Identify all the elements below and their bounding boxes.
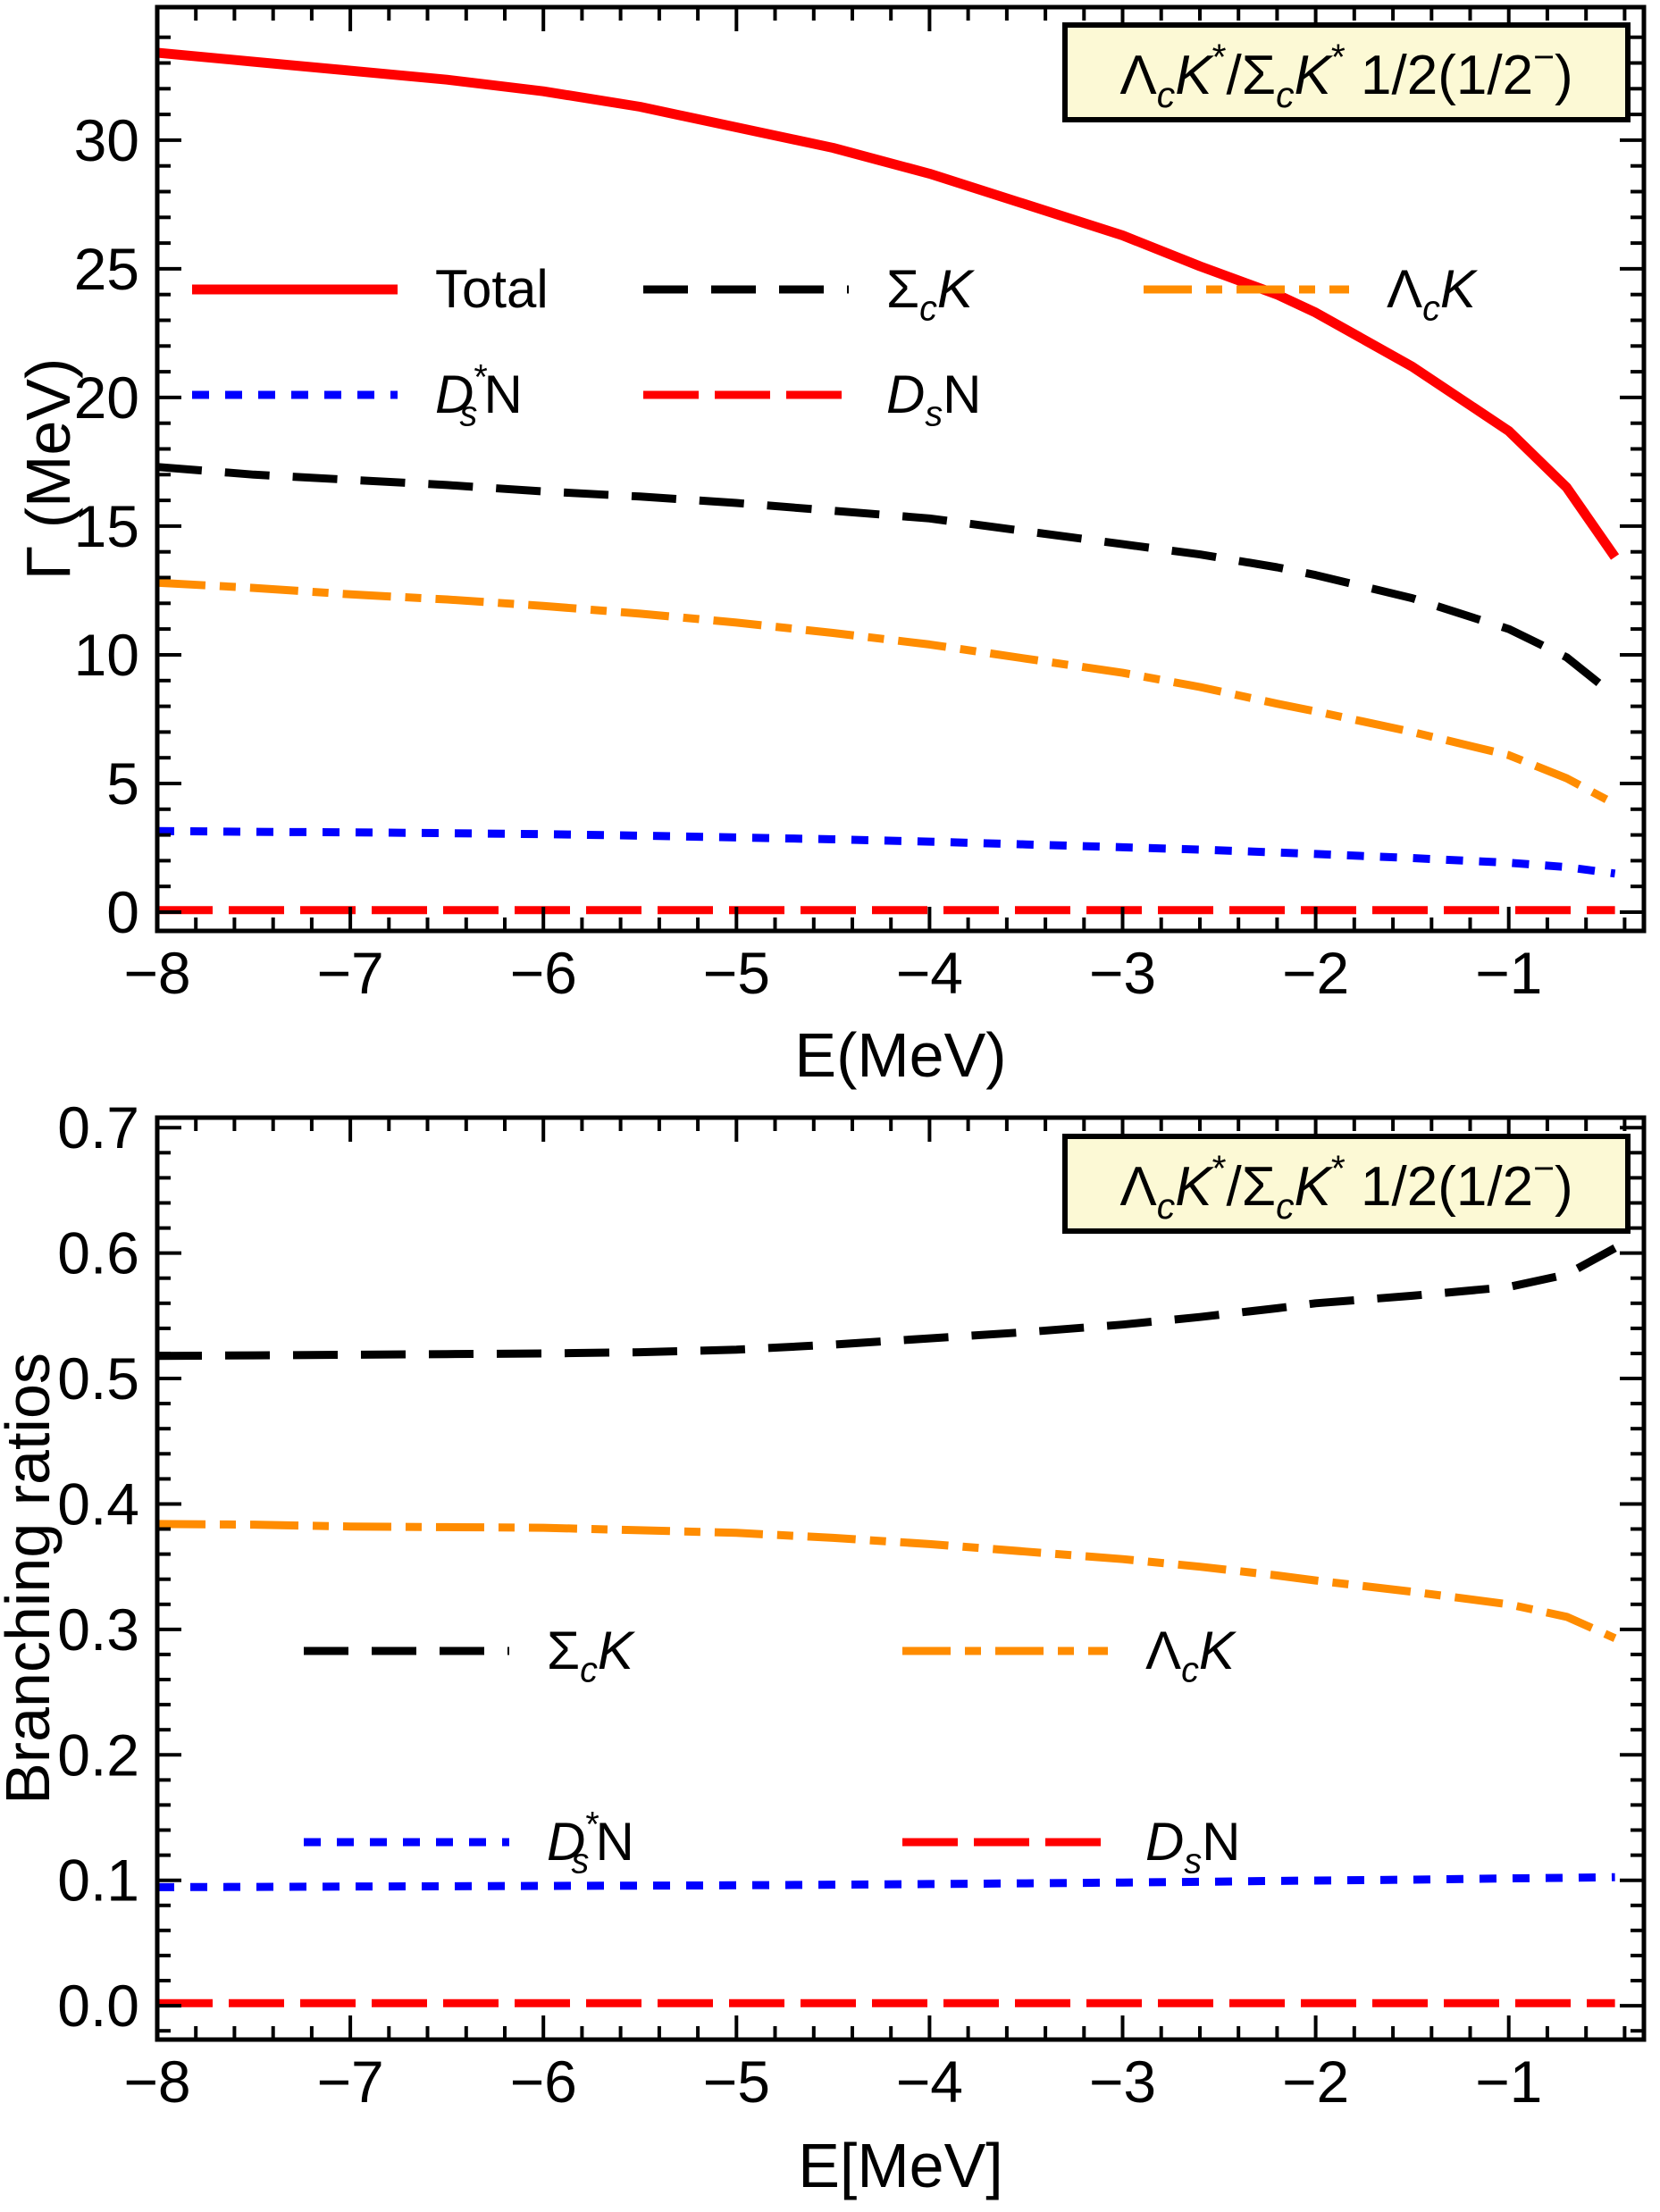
y-tick-label: 0 [106,879,139,945]
legend-label-sigma: ΣcK [547,1621,636,1689]
decay-widths-plot: −8 −7 −6 −5 −4 −3 −2 −1 0 5 10 15 20 25 30 ΛcK*/ΣcK* 1/… [74,4,1647,1006]
x-tick-label: −4 [896,2049,963,2115]
x-tick-label: −7 [316,2049,383,2115]
legend-label-ds: DsN [1145,1812,1240,1881]
legend-label-ds: DsN [886,364,981,433]
y-tick-label: 0.2 [57,1722,139,1788]
x-tick-label: −6 [510,2049,577,2115]
curve-lambda [156,578,1617,808]
y-tick-label: 0.6 [57,1220,139,1286]
y-tick-label: 0.0 [57,1973,139,2039]
legend-label-lambda: ΛcK [1145,1621,1237,1689]
x-tick-label: −6 [510,940,577,1006]
y-tick-label: 0.4 [57,1471,139,1538]
x-tick-label: −8 [123,940,190,1006]
y-tick-label: 0.7 [57,1094,139,1160]
y-tick-label: 0.3 [57,1596,139,1663]
x-tick-label: −3 [1089,2049,1156,2115]
ticks [155,1118,1644,2040]
x-tick-label: −2 [1282,940,1349,1006]
curve-sigma [156,463,1618,700]
y-tick-label: 25 [74,236,139,302]
x-tick-label: −3 [1089,940,1156,1006]
curve-total [156,47,1620,560]
legend-label-dstar: D* s N [435,358,523,434]
x-tick-label: −1 [1475,2049,1542,2115]
legend-label-dstar: D* s N [547,1806,634,1881]
plot-frame [155,1115,1647,2042]
x-tick-label: −5 [703,2049,770,2115]
top-x-axis-label: E(MeV) [794,1020,1006,1090]
x-tick-label: −7 [316,940,383,1006]
x-tick-label: −8 [123,2049,190,2115]
bottom-y-axis-label: Branching ratios [0,1353,63,1805]
curve-dstar [156,1873,1615,1891]
branching-ratios-plot: −8 −7 −6 −5 −4 −3 −2 −1 0.0 0.1 0.2 0.3 0.4 0.5 0.6 0.7… [57,1094,1647,2115]
legend-label-sigma: ΣcK [886,259,976,328]
legend-label-lambda: ΛcK [1387,259,1479,328]
curve-sigma [156,1244,1617,1361]
x-tick-label: −4 [896,940,963,1006]
y-tick-label: 5 [106,750,139,817]
bottom-x-axis-label: E[MeV] [798,2131,1003,2200]
title-box [1062,22,1631,122]
curve-lambda [156,1520,1617,1642]
y-tick-label: 30 [74,107,139,173]
y-tick-label: 20 [74,364,139,431]
title-text: ΛcK*/ΣcK* 1/2(1/2−) [1119,37,1572,115]
plot-frame [155,4,1647,934]
y-tick-label: 0.5 [57,1345,139,1412]
title-box [1062,1134,1631,1234]
top-y-axis-label: Γ (MeV) [13,358,83,581]
x-tick-label: −1 [1475,940,1542,1006]
legend-label-total: Total [435,259,549,319]
title-text: ΛcK*/ΣcK* 1/2(1/2−) [1119,1148,1572,1227]
y-tick-label: 10 [74,622,139,688]
x-tick-label: −2 [1282,2049,1349,2115]
x-tick-label: −5 [703,940,770,1006]
y-tick-label: 15 [74,493,139,559]
curve-dstar [156,826,1616,878]
y-tick-label: 0.1 [57,1848,139,1914]
ticks [155,7,1644,931]
